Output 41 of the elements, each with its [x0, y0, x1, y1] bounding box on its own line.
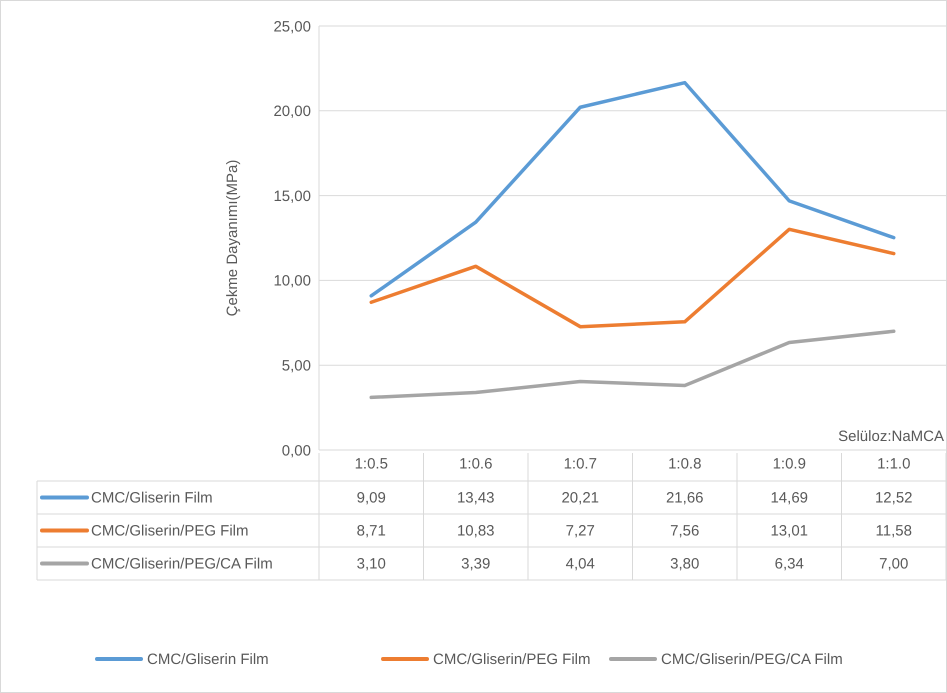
text: CMC/Gliserin/PEG/CA Film: [661, 651, 843, 668]
data-label: 6,34: [774, 556, 804, 572]
x-tick-label: 1:0.8: [668, 456, 702, 473]
data-label: 7,27: [566, 522, 595, 540]
data-label: 13,01: [770, 522, 808, 540]
data-label: 3,39: [461, 556, 490, 572]
y-axis-title: Çekme Dayanımı(MPa): [223, 158, 242, 318]
text: CMC/Gliserin Film: [147, 651, 269, 668]
x-tick-label: 1:1.0: [877, 456, 910, 473]
data-label: 12,52: [874, 490, 913, 506]
text: CMC/Gliserin/PEG Film: [433, 651, 591, 668]
x-axis-title: Selüloz:NaMCA: [838, 428, 944, 445]
data-label: 21,66: [666, 490, 704, 506]
data-label: 14,69: [770, 490, 808, 506]
y-tick-label: 20,00: [273, 103, 311, 120]
legend-label: CMC/Gliserin Film: [91, 490, 213, 506]
data-label: 11,58: [876, 522, 912, 540]
line-series: [370, 80, 896, 298]
y-tick-label: 15,00: [273, 188, 311, 205]
x-tick-label: 1:0.5: [354, 456, 388, 473]
data-label: 10,83: [456, 522, 495, 540]
legend-label: CMC/Gliserin/PEG Film: [91, 522, 249, 540]
y-tick-label: 10,00: [273, 272, 311, 290]
data-label: 3,80: [670, 556, 700, 572]
legend-label: CMC/Gliserin/PEG/CA Film: [91, 556, 273, 572]
data-label: 4,04: [566, 556, 595, 572]
x-tick-label: 1:0.6: [459, 456, 492, 473]
data-label: 7,56: [670, 522, 700, 540]
data-label: 13,43: [456, 490, 495, 506]
y-tick-label: 0,00: [282, 442, 311, 460]
data-label: 8,71: [356, 522, 386, 540]
x-tick-label: 1:0.7: [564, 456, 597, 473]
data-label: 7,00: [879, 556, 908, 572]
line-series: [370, 228, 896, 328]
y-tick-label: 5,00: [282, 358, 311, 375]
y-tick-label: 25,00: [273, 18, 311, 36]
x-tick-label: 1:0.9: [772, 456, 806, 473]
data-label: 3,10: [356, 556, 386, 572]
data-label: 20,21: [561, 490, 600, 506]
data-label: 9,09: [356, 490, 386, 506]
line-series: [370, 330, 896, 400]
